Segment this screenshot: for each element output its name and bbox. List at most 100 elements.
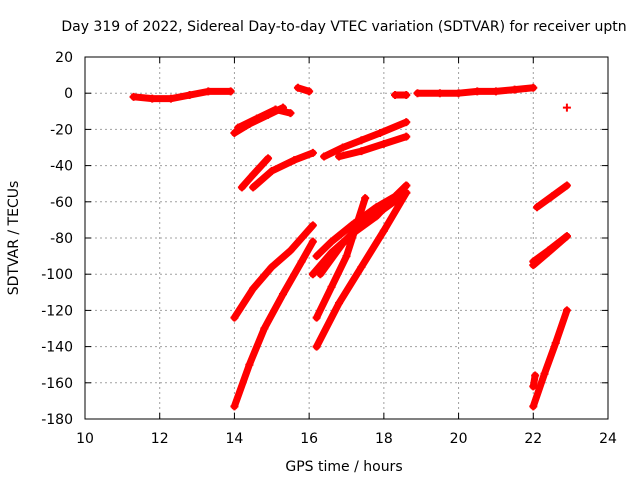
data-point	[230, 129, 239, 138]
data-track-line	[230, 221, 317, 322]
x-tick-label: 22	[524, 431, 542, 447]
data-track-line	[529, 232, 571, 266]
data-point	[342, 252, 351, 261]
data-point	[379, 226, 388, 235]
data-track	[391, 91, 411, 100]
data-point	[148, 94, 157, 103]
data-point	[320, 152, 329, 161]
data-point	[510, 85, 519, 94]
data-track	[529, 232, 571, 266]
data-point	[264, 154, 273, 163]
data-track-line	[313, 182, 410, 260]
data-point	[413, 89, 422, 98]
y-tick-label: -180	[41, 412, 73, 428]
data-track	[230, 221, 317, 322]
x-tick-label: 12	[151, 431, 169, 447]
data-point	[349, 219, 358, 228]
data-point	[267, 167, 276, 176]
data-point	[540, 369, 549, 378]
data-track-line	[249, 149, 317, 191]
data-point	[562, 306, 571, 315]
data-point	[252, 114, 261, 123]
data-track	[316, 188, 411, 279]
y-tick-label: -80	[50, 231, 73, 247]
data-point	[402, 188, 411, 197]
data-track-line	[130, 87, 235, 103]
y-tick-label: -140	[41, 340, 73, 356]
y-tick-label: -60	[50, 195, 73, 211]
data-point	[361, 194, 370, 203]
data-track	[320, 118, 411, 161]
data-point	[129, 92, 138, 101]
x-tick-label: 10	[76, 431, 94, 447]
data-point	[308, 221, 317, 230]
data-point	[529, 402, 538, 411]
data-point	[335, 152, 344, 161]
data-point	[379, 139, 388, 148]
data-point	[249, 183, 258, 192]
data-point	[271, 105, 280, 114]
data-point	[402, 118, 411, 127]
data-point	[357, 147, 366, 156]
data-track	[335, 132, 411, 161]
data-point	[357, 219, 366, 228]
data-point	[338, 143, 347, 152]
data-point	[533, 203, 542, 212]
data-track	[234, 105, 295, 132]
x-tick-labels: 10 12 14 16 18 20 22 24	[76, 431, 617, 447]
data-track	[529, 306, 571, 411]
data-track	[529, 371, 540, 391]
data-track	[413, 83, 538, 98]
data-point	[249, 170, 258, 179]
chart-title: Day 319 of 2022, Sidereal Day-to-day VTE…	[61, 19, 626, 35]
data-point	[547, 192, 556, 201]
data-point	[376, 129, 385, 138]
y-tick-label: -120	[41, 303, 73, 319]
data-point	[237, 183, 246, 192]
data-point	[562, 232, 571, 241]
data-track-line	[335, 133, 410, 161]
y-tick-labels: 20 0 -20 -40 -60 -80 -100 -120 -140 -160 -180	[41, 50, 73, 428]
x-tick-label: 20	[450, 431, 468, 447]
data-track	[312, 188, 411, 351]
data-point	[308, 270, 317, 279]
data-point	[544, 246, 553, 255]
data-point	[529, 257, 538, 266]
data-point	[260, 324, 269, 333]
y-tick-label: -20	[50, 122, 73, 138]
data-point	[293, 83, 302, 92]
data-track	[312, 181, 411, 261]
data-point	[379, 205, 388, 214]
data-point	[308, 237, 317, 246]
data-track	[533, 181, 571, 212]
data-track	[249, 148, 317, 192]
data-point	[402, 181, 411, 190]
data-point	[529, 83, 538, 92]
data-point	[267, 262, 276, 271]
data-point	[327, 282, 336, 291]
y-tick-label: 20	[55, 50, 73, 66]
data-point	[308, 148, 317, 157]
data-point	[278, 290, 287, 299]
data-track	[129, 87, 235, 103]
data-point	[562, 103, 571, 112]
data-track	[237, 154, 273, 192]
data-point	[204, 87, 213, 96]
data-track-line	[230, 238, 317, 410]
data-point	[435, 89, 444, 98]
data-point	[531, 371, 540, 380]
y-tick-label: -100	[41, 267, 73, 283]
x-tick-label: 14	[226, 431, 244, 447]
data-track-line	[234, 105, 294, 132]
data-point	[562, 181, 571, 190]
data-point	[316, 270, 325, 279]
data-point	[335, 299, 344, 308]
data-track	[293, 83, 314, 96]
data-point	[327, 237, 336, 246]
y-tick-label: -160	[41, 376, 73, 392]
y-tick-label: 0	[64, 86, 73, 102]
tick-marks	[84, 56, 609, 420]
data-point	[245, 360, 254, 369]
data-point	[166, 94, 175, 103]
